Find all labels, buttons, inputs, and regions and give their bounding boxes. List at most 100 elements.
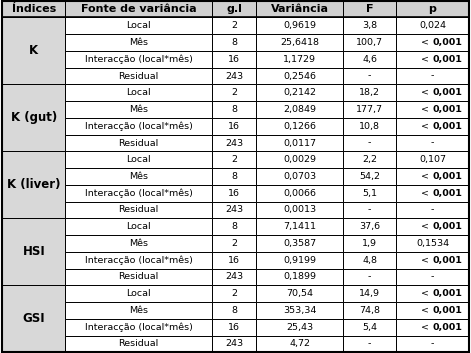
Bar xyxy=(2,17,65,84)
Bar xyxy=(65,252,212,269)
Text: -: - xyxy=(431,340,434,348)
Text: -: - xyxy=(368,340,371,348)
Text: K: K xyxy=(29,44,39,58)
Bar xyxy=(2,219,65,285)
Bar xyxy=(343,219,397,235)
Text: F: F xyxy=(366,4,374,14)
Text: 0,001: 0,001 xyxy=(432,222,462,231)
Text: Residual: Residual xyxy=(119,340,159,348)
Bar xyxy=(397,101,469,118)
Bar xyxy=(212,51,257,68)
Bar xyxy=(65,84,212,101)
Text: 0,9199: 0,9199 xyxy=(283,256,316,265)
Text: Local: Local xyxy=(126,21,151,30)
Bar xyxy=(65,151,212,168)
Text: 16: 16 xyxy=(228,256,240,265)
Bar xyxy=(397,252,469,269)
Bar xyxy=(212,134,257,151)
Text: Interacção (local*mês): Interacção (local*mês) xyxy=(85,256,193,265)
Bar xyxy=(397,319,469,336)
Text: Local: Local xyxy=(126,222,151,231)
Text: 54,2: 54,2 xyxy=(359,172,380,181)
Text: K (liver): K (liver) xyxy=(7,178,61,191)
Bar xyxy=(343,151,397,168)
Text: 14,9: 14,9 xyxy=(359,289,380,298)
Text: 18,2: 18,2 xyxy=(359,88,380,97)
Text: 2,2: 2,2 xyxy=(362,155,377,164)
Text: Variância: Variância xyxy=(271,4,329,14)
Text: 10,8: 10,8 xyxy=(359,122,380,131)
Text: Interacção (local*mês): Interacção (local*mês) xyxy=(85,55,193,64)
Text: Residual: Residual xyxy=(119,205,159,215)
Bar xyxy=(257,17,343,34)
Text: 0,0013: 0,0013 xyxy=(283,205,316,215)
Bar xyxy=(343,269,397,285)
Bar xyxy=(343,51,397,68)
Text: 2: 2 xyxy=(231,88,237,97)
Text: 16: 16 xyxy=(228,323,240,332)
Bar xyxy=(397,269,469,285)
Bar xyxy=(65,134,212,151)
Text: 0,001: 0,001 xyxy=(432,55,462,64)
Text: 0,0066: 0,0066 xyxy=(283,189,316,198)
Bar xyxy=(65,235,212,252)
Text: Mês: Mês xyxy=(129,306,148,315)
Bar xyxy=(397,34,469,51)
Text: 25,43: 25,43 xyxy=(286,323,313,332)
Text: 0,3587: 0,3587 xyxy=(283,239,316,248)
Bar xyxy=(397,219,469,235)
Bar xyxy=(343,34,397,51)
Bar xyxy=(212,219,257,235)
Text: 2: 2 xyxy=(231,155,237,164)
Bar xyxy=(257,336,343,352)
Bar xyxy=(65,168,212,185)
Text: Local: Local xyxy=(126,155,151,164)
Text: Interacção (local*mês): Interacção (local*mês) xyxy=(85,322,193,332)
Bar xyxy=(397,202,469,219)
Bar xyxy=(343,68,397,84)
Text: Local: Local xyxy=(126,289,151,298)
Text: 0,001: 0,001 xyxy=(432,323,462,332)
Bar xyxy=(65,219,212,235)
Bar xyxy=(65,68,212,84)
Bar xyxy=(65,34,212,51)
Bar xyxy=(343,134,397,151)
Bar xyxy=(343,185,397,202)
Bar xyxy=(2,84,65,151)
Bar xyxy=(343,1,397,17)
Text: <: < xyxy=(421,88,432,97)
Text: Índices: Índices xyxy=(12,4,56,14)
Bar xyxy=(397,168,469,185)
Text: 1,1729: 1,1729 xyxy=(283,55,316,64)
Bar xyxy=(257,168,343,185)
Bar xyxy=(343,101,397,118)
Text: 0,001: 0,001 xyxy=(432,289,462,298)
Bar xyxy=(397,51,469,68)
Text: Residual: Residual xyxy=(119,138,159,148)
Text: Mês: Mês xyxy=(129,38,148,47)
Text: 5,1: 5,1 xyxy=(362,189,377,198)
Bar xyxy=(343,118,397,134)
Text: -: - xyxy=(368,138,371,148)
Bar xyxy=(65,202,212,219)
Text: 2: 2 xyxy=(231,239,237,248)
Bar xyxy=(212,269,257,285)
Bar xyxy=(397,1,469,17)
Bar xyxy=(65,285,212,302)
Text: 100,7: 100,7 xyxy=(356,38,383,47)
Text: 16: 16 xyxy=(228,55,240,64)
Text: Mês: Mês xyxy=(129,239,148,248)
Text: 0,0703: 0,0703 xyxy=(283,172,316,181)
Bar xyxy=(212,118,257,134)
Text: 0,001: 0,001 xyxy=(432,189,462,198)
Bar xyxy=(343,17,397,34)
Bar xyxy=(343,319,397,336)
Text: 2: 2 xyxy=(231,21,237,30)
Bar xyxy=(2,151,65,219)
Text: -: - xyxy=(431,72,434,80)
Text: <: < xyxy=(421,172,432,181)
Bar xyxy=(65,269,212,285)
Bar xyxy=(212,68,257,84)
Bar xyxy=(397,134,469,151)
Text: 0,107: 0,107 xyxy=(419,155,446,164)
